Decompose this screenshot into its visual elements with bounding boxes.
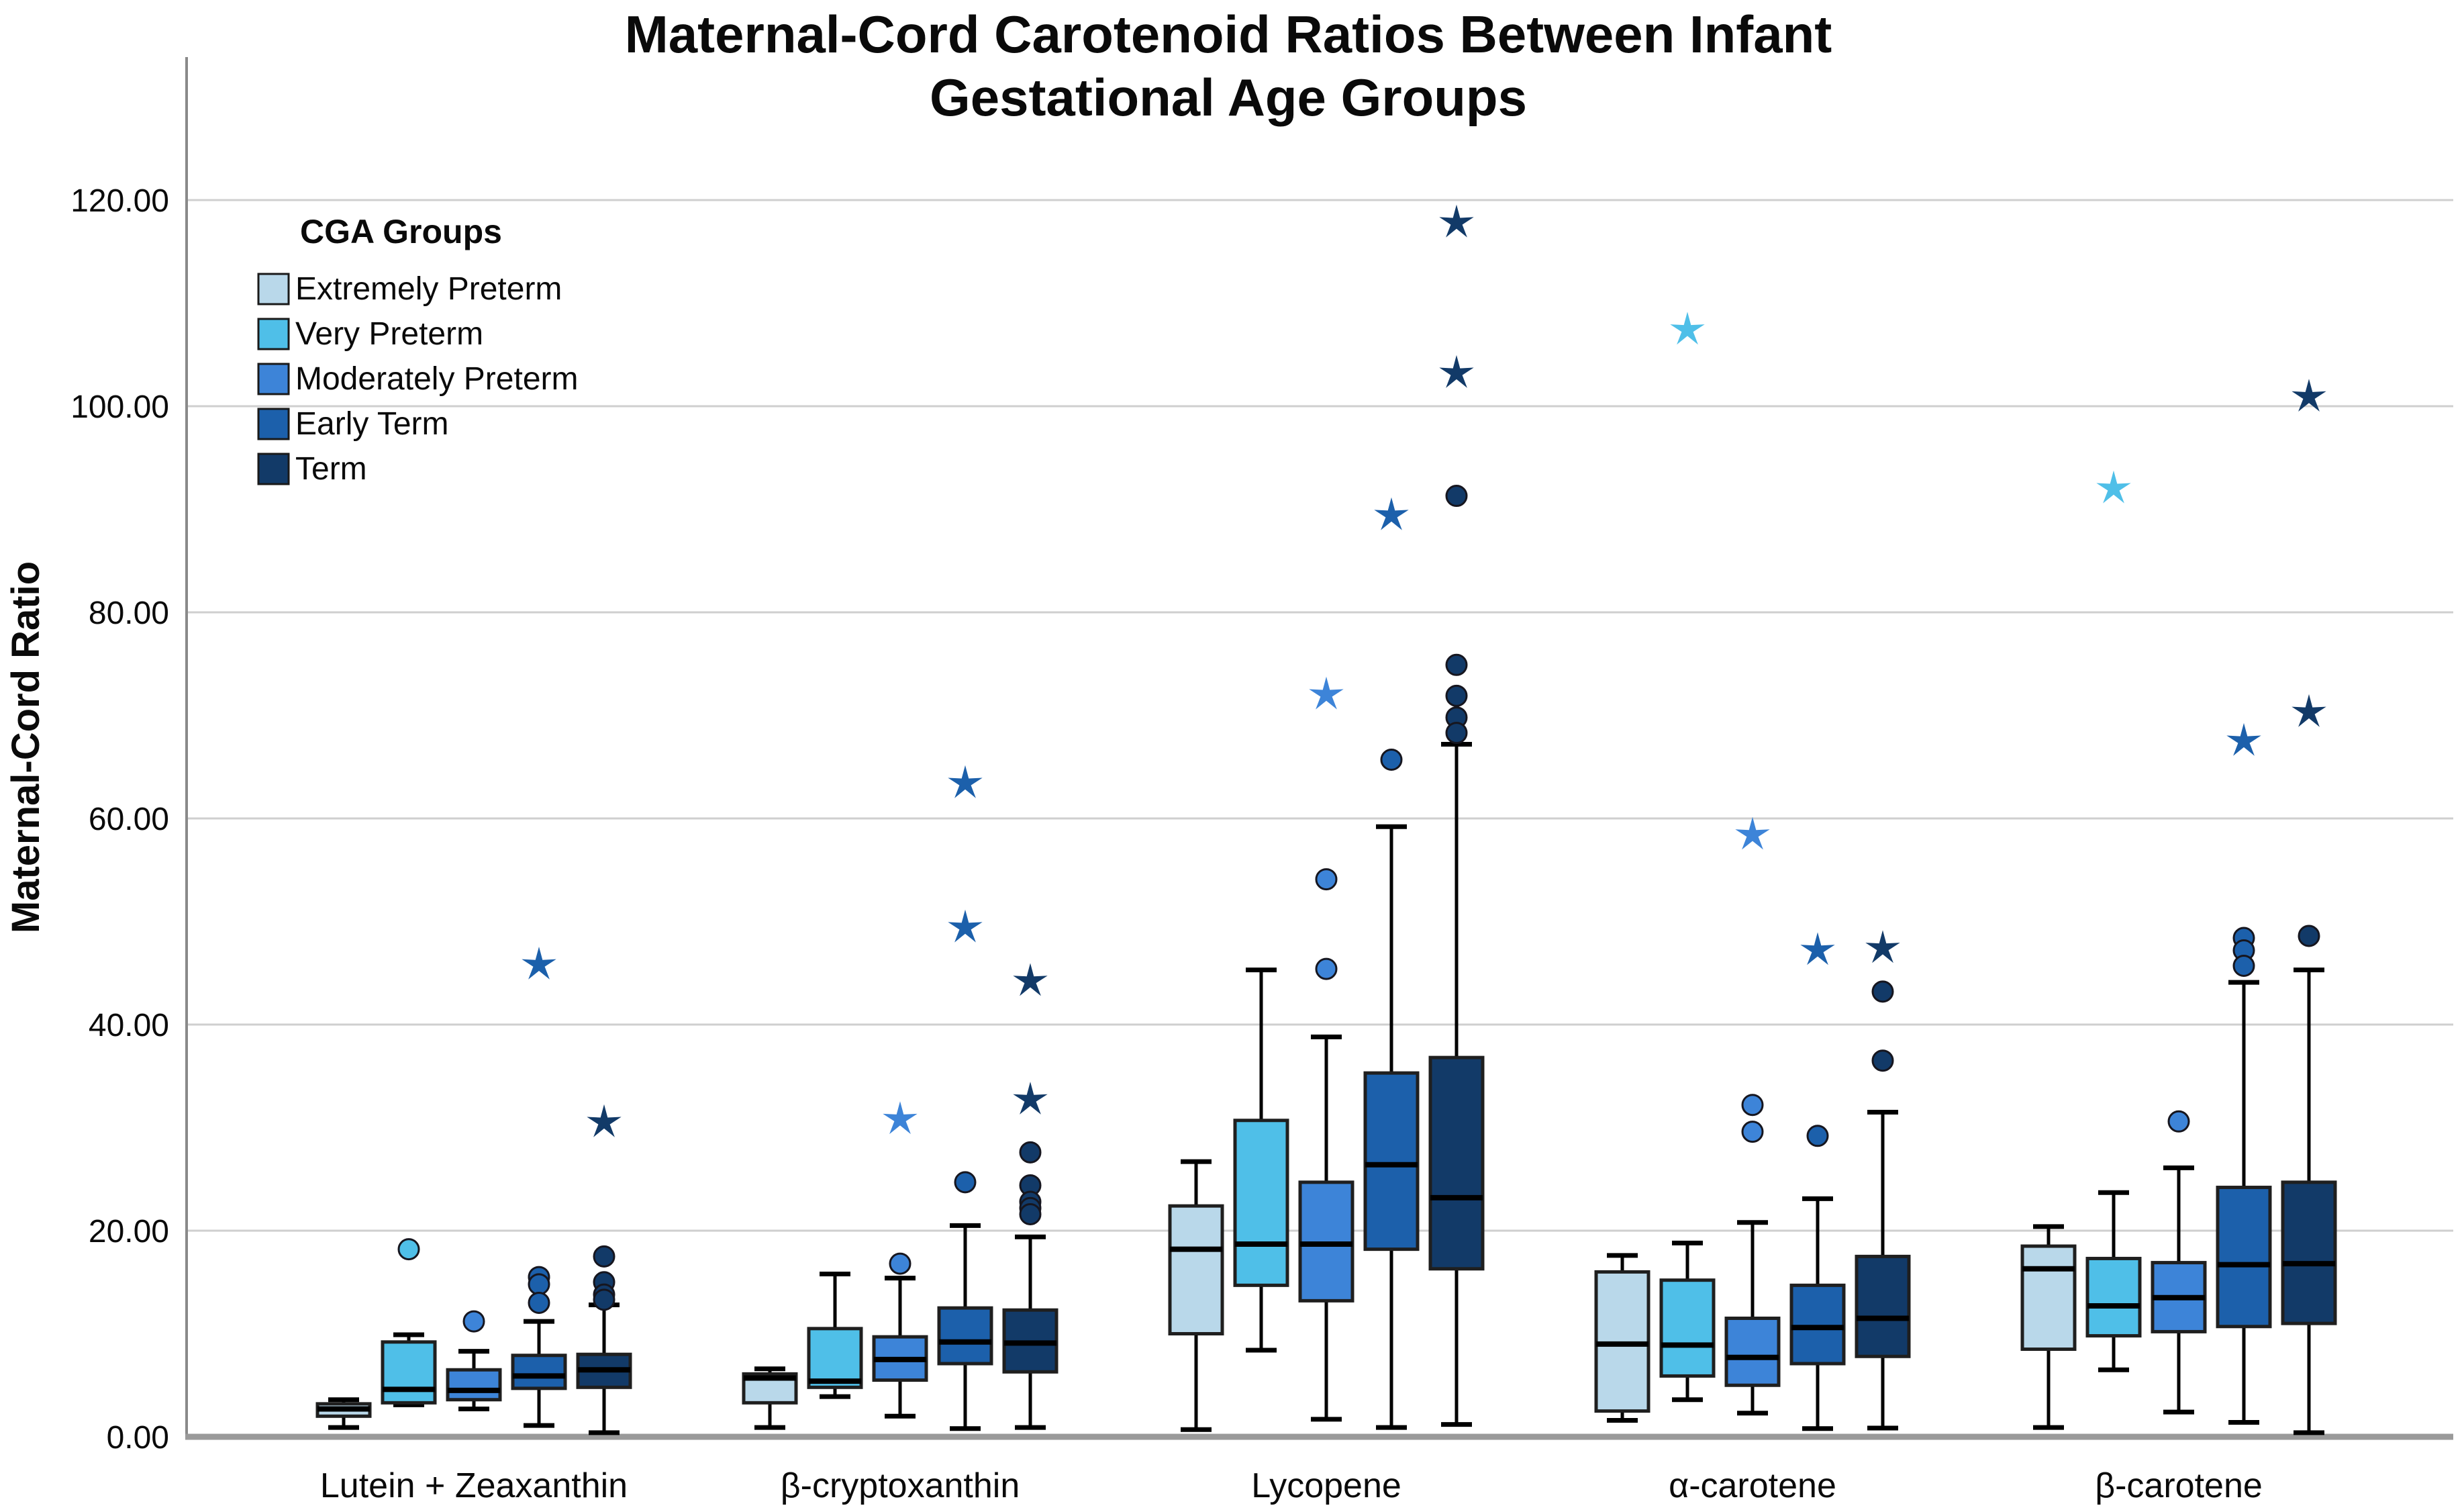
y-tick-label: 100.00	[70, 389, 169, 425]
outlier-star	[2226, 722, 2261, 756]
outlier-star	[1013, 1082, 1048, 1115]
category-label: β-cryptoxanthin	[781, 1466, 1020, 1505]
box	[1428, 1055, 1485, 1271]
box	[2281, 1180, 2337, 1325]
box	[1233, 1119, 1289, 1287]
outlier-star	[2291, 694, 2326, 727]
legend-label: Very Preterm	[295, 316, 483, 352]
outlier-circle	[954, 1171, 977, 1194]
box	[1363, 1071, 1420, 1251]
y-tick-label: 60.00	[89, 802, 169, 837]
outlier-circle	[1445, 485, 1468, 508]
box	[1724, 1316, 1781, 1387]
outlier-circle	[1741, 1094, 1764, 1117]
category-label: α-carotene	[1669, 1466, 1836, 1505]
category-label: Lycopene	[1251, 1466, 1401, 1505]
outlier-star	[587, 1104, 622, 1137]
outlier-star	[1013, 963, 1048, 996]
outlier-circle	[1871, 1049, 1894, 1072]
y-tick-label: 40.00	[89, 1008, 169, 1043]
box	[937, 1306, 993, 1366]
outlier-star	[1800, 932, 1835, 965]
outlier-circle	[1315, 868, 1338, 891]
outlier-circle	[2232, 955, 2255, 978]
legend-label: Moderately Preterm	[295, 361, 578, 397]
outlier-star	[2096, 470, 2131, 504]
outlier-star	[883, 1101, 918, 1135]
category-label: Lutein + Zeaxanthin	[320, 1466, 628, 1505]
chart-title-line1: Maternal-Cord Carotenoid Ratios Between …	[625, 5, 1832, 64]
category-label: β-carotene	[2095, 1466, 2263, 1505]
outlier-star	[1309, 676, 1344, 710]
outlier-circle	[1871, 980, 1894, 1003]
box	[1659, 1278, 1716, 1378]
y-tick-label: 120.00	[70, 183, 169, 219]
outlier-circle	[1806, 1125, 1829, 1147]
legend-label: Early Term	[295, 406, 449, 442]
outlier-circle	[528, 1291, 550, 1314]
outlier-circle	[1019, 1141, 1042, 1164]
outlier-star	[2291, 379, 2326, 412]
box	[2216, 1186, 2272, 1329]
outlier-circle	[1741, 1121, 1764, 1143]
outlier-circle	[1315, 957, 1338, 980]
y-tick-label: 80.00	[89, 596, 169, 631]
outlier-star	[1439, 355, 1474, 388]
box	[381, 1340, 437, 1405]
box	[807, 1327, 863, 1389]
outlier-circle	[1445, 684, 1468, 707]
legend-swatch	[257, 273, 290, 305]
outlier-circle	[593, 1245, 615, 1268]
y-tick-label: 20.00	[89, 1214, 169, 1249]
outlier-star	[1735, 816, 1770, 850]
outlier-star	[1865, 930, 1900, 963]
legend-label: Extremely Preterm	[295, 271, 562, 307]
outlier-circle	[2167, 1110, 2190, 1133]
box	[1168, 1204, 1224, 1336]
outlier-circle	[528, 1273, 550, 1296]
outlier-star	[522, 947, 556, 980]
outlier-star	[1374, 497, 1409, 530]
outlier-circle	[1445, 653, 1468, 676]
legend-swatch	[257, 318, 290, 350]
outlier-circle	[1445, 722, 1468, 745]
box	[2020, 1244, 2077, 1352]
legend-swatch	[257, 453, 290, 485]
outlier-circle	[397, 1238, 420, 1261]
outlier-star	[948, 909, 983, 943]
outlier-circle	[2298, 925, 2320, 947]
box	[446, 1368, 502, 1402]
box	[511, 1354, 567, 1390]
legend-title: CGA Groups	[300, 213, 502, 250]
y-tick-label: 0.00	[107, 1420, 169, 1456]
legend-swatch	[257, 408, 290, 440]
legend-swatch	[257, 363, 290, 395]
box	[1855, 1254, 1911, 1358]
legend-label: Term	[295, 451, 367, 487]
outlier-circle	[1019, 1202, 1042, 1225]
chart-title-line2: Gestational Age Groups	[930, 68, 1527, 127]
outlier-star	[1670, 312, 1705, 345]
y-axis-title: Maternal-Cord Ratio	[4, 561, 48, 933]
outlier-circle	[462, 1310, 485, 1333]
outlier-circle	[1380, 749, 1403, 771]
box	[2085, 1256, 2142, 1338]
outlier-circle	[889, 1252, 911, 1275]
outlier-star	[1439, 204, 1474, 238]
box	[1789, 1283, 1846, 1366]
outlier-circle	[593, 1288, 615, 1311]
outlier-star	[948, 765, 983, 798]
